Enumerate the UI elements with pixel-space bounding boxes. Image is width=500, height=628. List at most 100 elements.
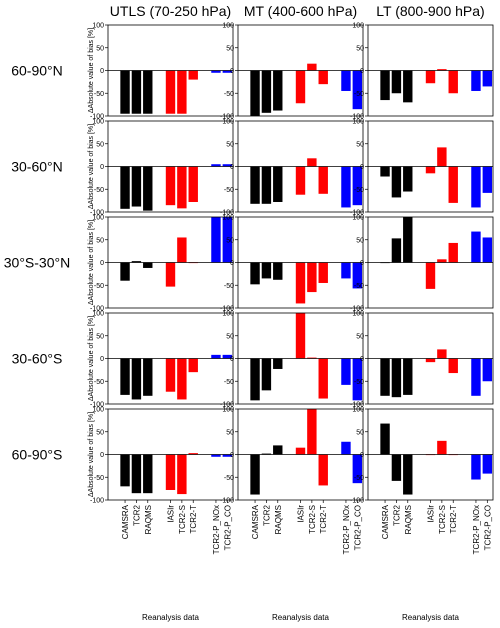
y-tick-label: -100 [350, 114, 364, 121]
bar-r2-c2-TCR2-P_CO [482, 237, 493, 263]
bar-r0-c1-TCR2-P_CO [352, 70, 363, 110]
bar-r4-c1-TCR2-P_CO [352, 454, 363, 484]
bar-r2-c2-RAQMS [403, 217, 413, 263]
bar-r3-c1-TCR2-T [318, 358, 328, 399]
bar-r2-c0-TCR2 [131, 261, 142, 263]
bar-r4-c1-TCR2-P_NOx [341, 441, 351, 455]
x-axis-label-2: Reanalysis data [402, 613, 459, 622]
bar-r3-c1-TCR2-P_CO [352, 358, 363, 401]
bar-r2-c0-TCR2-P_CO [222, 217, 233, 263]
bar-r0-c1-CAMSRA [250, 70, 260, 116]
bar-r4-c2-RAQMS [403, 454, 413, 495]
y-tick-label: 100 [222, 407, 234, 414]
bar-r3-c2-IASIr [425, 358, 436, 363]
bar-r2-c1-RAQMS [273, 262, 283, 280]
bar-r4-c0-TCR2-P_CO [222, 454, 233, 457]
column-title-1: MT (400-600 hPa) [244, 3, 357, 19]
y-tick-label: -50 [94, 187, 104, 194]
y-tick-label: 100 [222, 23, 234, 30]
bar-r2-c1-TCR2-P_NOx [341, 262, 351, 279]
x-tick-label-TCR2: TCR2 [392, 504, 401, 525]
bar-r3-c0-CAMSRA [120, 358, 130, 395]
bar-r3-c0-IASIr [165, 358, 176, 392]
bar-r3-c0-TCR2-P_NOx [211, 354, 221, 359]
bar-r3-c1-CAMSRA [250, 358, 260, 401]
y-tick-label: 50 [356, 333, 364, 340]
bar-r4-c1-TCR2 [261, 453, 272, 455]
y-tick-label: 50 [356, 237, 364, 244]
x-tick-label-CAMSRA: CAMSRA [251, 504, 260, 539]
bar-r0-c1-RAQMS [273, 70, 283, 111]
bar-r1-c2-TCR2-P_NOx [471, 166, 481, 208]
y-axis-label-2: ΔAbsolute value of bias [%] [88, 220, 95, 305]
bar-r4-c0-IASIr [165, 454, 176, 490]
y-tick-label: 50 [96, 333, 104, 340]
bar-r4-c1-CAMSRA [250, 454, 260, 495]
y-tick-label: 100 [92, 407, 104, 414]
bar-r4-c0-RAQMS [143, 454, 153, 494]
y-tick-label: 0 [100, 452, 104, 459]
row-label-2: 30°S-30°N [4, 255, 70, 271]
bar-r3-c1-TCR2-P_NOx [341, 358, 351, 385]
bar-r3-c1-RAQMS [273, 358, 283, 369]
x-tick-label-TCR2-S: TCR2-S [438, 505, 447, 534]
y-tick-label: -100 [220, 306, 234, 313]
y-tick-label: 100 [92, 119, 104, 126]
bar-r1-c2-TCR2-T [448, 166, 458, 203]
bar-r1-c1-IASIr [295, 166, 306, 195]
bar-r1-c2-TCR2 [391, 166, 402, 198]
x-tick-label-TCR2-T: TCR2-T [319, 505, 328, 534]
x-tick-label-TCR2-S: TCR2-S [178, 505, 187, 534]
bar-r1-c2-TCR2-S [437, 147, 447, 167]
bar-r1-c2-TCR2-P_CO [482, 166, 493, 193]
bar-r4-c2-TCR2-P_CO [482, 454, 493, 474]
y-tick-label: 100 [222, 119, 234, 126]
y-tick-label: -100 [90, 210, 104, 217]
bar-r1-c2-IASIr [425, 166, 436, 174]
x-axis-label-0: Reanalysis data [142, 613, 199, 622]
x-tick-label-CAMSRA: CAMSRA [381, 504, 390, 539]
y-tick-label: -100 [350, 402, 364, 409]
y-tick-label: -50 [224, 283, 234, 290]
y-tick-label: -100 [220, 114, 234, 121]
bar-r3-c2-TCR2-P_NOx [471, 358, 481, 396]
x-tick-label-RAQMS: RAQMS [404, 505, 413, 534]
y-tick-label: 50 [226, 45, 234, 52]
y-tick-label: -50 [224, 379, 234, 386]
bar-r2-c2-TCR2-P_NOx [471, 231, 481, 263]
bar-r3-c2-TCR2-P_CO [482, 358, 493, 382]
y-tick-label: 50 [356, 45, 364, 52]
y-tick-label: -50 [354, 283, 364, 290]
bar-r2-c1-TCR2-P_CO [352, 262, 363, 289]
bar-r4-c0-TCR2 [131, 454, 142, 494]
y-tick-label: 0 [230, 356, 234, 363]
bar-r0-c1-TCR2-P_NOx [341, 70, 351, 91]
bar-r1-c0-RAQMS [143, 166, 153, 211]
bar-r3-c0-TCR2-S [177, 358, 187, 400]
bar-r0-c0-CAMSRA [120, 70, 130, 114]
bar-r1-c0-TCR2 [131, 166, 142, 207]
bar-r4-c0-TCR2-S [177, 454, 187, 495]
bar-r3-c1-IASIr [295, 313, 306, 359]
y-tick-label: 0 [230, 164, 234, 171]
y-tick-label: 100 [222, 311, 234, 318]
bar-r1-c0-TCR2-S [177, 166, 187, 209]
bar-r3-c0-RAQMS [143, 358, 153, 396]
bar-r2-c0-CAMSRA [120, 262, 130, 281]
y-tick-label: 0 [100, 164, 104, 171]
bar-r3-c1-TCR2-S [307, 357, 317, 359]
y-tick-label: 0 [230, 68, 234, 75]
bar-r2-c2-TCR2 [391, 238, 402, 263]
bar-r4-c1-TCR2-S [307, 409, 317, 455]
x-tick-label-TCR2: TCR2 [262, 504, 271, 525]
bar-r0-c1-TCR2-S [307, 63, 317, 71]
y-tick-label: 100 [352, 407, 364, 414]
bar-r0-c0-IASIr [165, 70, 176, 114]
y-axis-label-1: ΔAbsolute value of bias [%] [88, 124, 95, 209]
y-tick-label: 50 [356, 141, 364, 148]
y-tick-label: -100 [90, 498, 104, 505]
bar-r3-c2-TCR2 [391, 358, 402, 398]
bar-r2-c1-CAMSRA [250, 262, 260, 285]
bar-r4-c0-CAMSRA [120, 454, 130, 487]
